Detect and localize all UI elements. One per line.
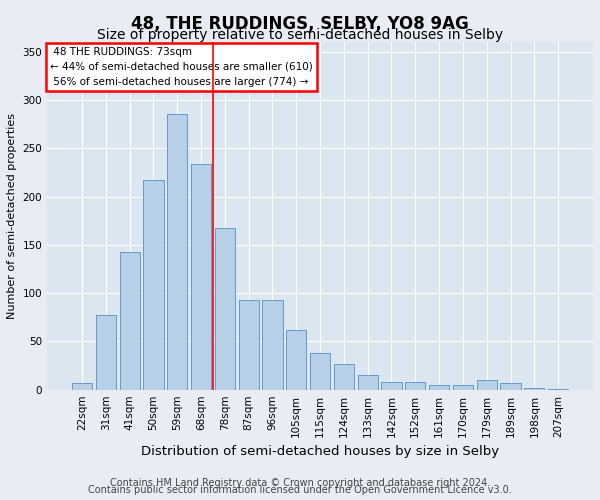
Y-axis label: Number of semi-detached properties: Number of semi-detached properties: [7, 113, 17, 319]
Bar: [548, 389, 568, 390]
Text: 48 THE RUDDINGS: 73sqm
← 44% of semi-detached houses are smaller (610)
 56% of s: 48 THE RUDDINGS: 73sqm ← 44% of semi-det…: [50, 47, 313, 87]
Bar: [239, 300, 259, 390]
Bar: [405, 382, 425, 390]
Bar: [429, 385, 449, 390]
Bar: [215, 228, 235, 390]
Bar: [334, 364, 354, 390]
Text: 48, THE RUDDINGS, SELBY, YO8 9AG: 48, THE RUDDINGS, SELBY, YO8 9AG: [131, 15, 469, 33]
Bar: [286, 330, 307, 390]
Bar: [143, 180, 164, 390]
X-axis label: Distribution of semi-detached houses by size in Selby: Distribution of semi-detached houses by …: [141, 445, 499, 458]
Bar: [262, 300, 283, 390]
Bar: [167, 114, 187, 390]
Text: Size of property relative to semi-detached houses in Selby: Size of property relative to semi-detach…: [97, 28, 503, 42]
Bar: [524, 388, 544, 390]
Text: Contains public sector information licensed under the Open Government Licence v3: Contains public sector information licen…: [88, 485, 512, 495]
Bar: [72, 383, 92, 390]
Bar: [382, 382, 401, 390]
Bar: [191, 164, 211, 390]
Bar: [119, 252, 140, 390]
Bar: [476, 380, 497, 390]
Bar: [96, 316, 116, 390]
Bar: [500, 383, 521, 390]
Bar: [358, 375, 378, 390]
Bar: [310, 353, 330, 390]
Text: Contains HM Land Registry data © Crown copyright and database right 2024.: Contains HM Land Registry data © Crown c…: [110, 478, 490, 488]
Bar: [453, 385, 473, 390]
